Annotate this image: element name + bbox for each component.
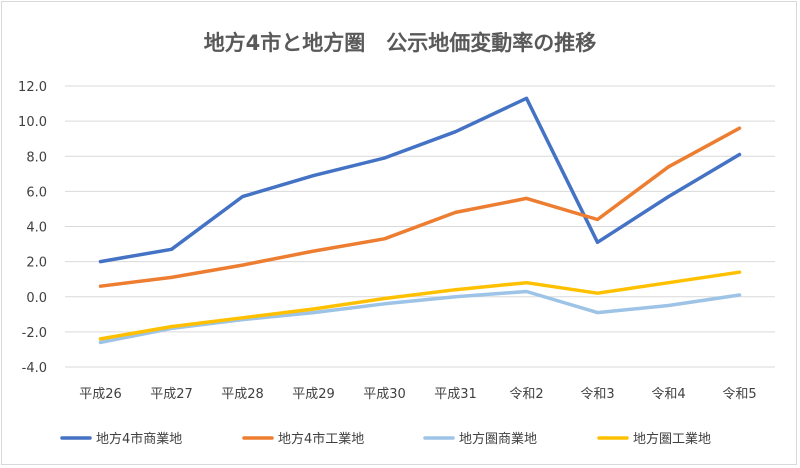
x-axis-labels: 平成26 平成27 平成28 平成29 平成30 平成31 令和2 令和3 令和4 令和5 — [79, 387, 756, 402]
y-tick-label: 12.0 — [18, 80, 47, 95]
legend-label: 地方圏商業地 — [459, 431, 537, 447]
y-tick-label: 2.0 — [26, 256, 47, 271]
legend-item: 地方圏商業地 — [423, 431, 537, 447]
legend-label: 地方4市商業地 — [96, 431, 182, 447]
x-tick-label: 令和5 — [722, 387, 756, 402]
series-line-0 — [98, 96, 742, 264]
y-tick-label: 0.0 — [26, 291, 47, 306]
legend-label: 地方4市工業地 — [278, 431, 364, 447]
series-line-2 — [98, 289, 742, 345]
y-tick-label: -4.0 — [22, 361, 47, 376]
chart-title: 地方4市と地方圏 公示地価変動率の推移 — [204, 31, 597, 55]
x-tick-label: 平成29 — [292, 387, 335, 402]
y-tick-label: 6.0 — [26, 185, 47, 200]
x-tick-label: 平成31 — [434, 387, 477, 402]
x-tick-label: 平成28 — [221, 387, 264, 402]
legend-item: 地方4市工業地 — [242, 431, 364, 447]
x-tick-label: 平成26 — [79, 387, 122, 402]
y-tick-label: 8.0 — [26, 150, 47, 165]
legend-item: 地方圏工業地 — [597, 431, 711, 447]
x-tick-label: 令和4 — [651, 387, 685, 402]
y-axis-labels: 12.0 10.0 8.0 6.0 4.0 2.0 0.0 -2.0 -4.0 — [18, 80, 47, 376]
legend-item: 地方4市商業地 — [60, 431, 182, 447]
y-tick-label: 10.0 — [18, 115, 47, 130]
x-tick-label: 令和2 — [509, 387, 543, 402]
x-tick-label: 平成30 — [363, 387, 406, 402]
y-tick-label: 4.0 — [26, 221, 47, 236]
legend-label: 地方圏工業地 — [633, 431, 711, 447]
x-tick-label: 令和3 — [580, 387, 614, 402]
legend: 地方4市商業地 地方4市工業地 地方圏商業地 地方圏工業地 — [60, 431, 711, 447]
series-lines — [98, 96, 742, 345]
series-line-3 — [98, 270, 742, 341]
y-tick-label: -2.0 — [22, 326, 47, 341]
x-tick-label: 平成27 — [150, 387, 193, 402]
series-line-1 — [98, 126, 742, 288]
gridlines — [65, 85, 775, 368]
